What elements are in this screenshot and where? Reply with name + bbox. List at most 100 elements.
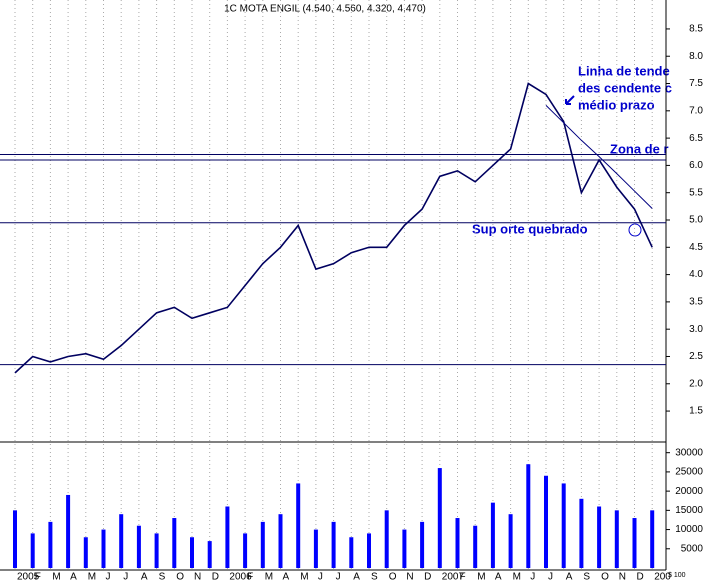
y-tick-label: 6.5 — [689, 133, 703, 144]
volume-bar — [508, 514, 513, 568]
volume-bar — [296, 483, 301, 568]
volume-bar — [597, 506, 602, 568]
volume-bar — [48, 521, 53, 568]
y-tick-label: 20000 — [675, 486, 703, 497]
x-tick-label: A — [353, 572, 360, 582]
y-tick-label: 7.5 — [689, 78, 703, 89]
y-tick-label: 4.5 — [689, 242, 703, 253]
x-tick-label: A — [70, 572, 77, 582]
x-tick-label: A — [141, 572, 148, 582]
volume-bar — [83, 537, 88, 568]
volume-bar — [66, 494, 71, 568]
volume-bar — [420, 521, 425, 568]
volume-bar — [367, 533, 371, 568]
volume-bar — [154, 533, 159, 568]
volume-unit: $ 100 — [668, 572, 686, 579]
x-tick-label: O — [601, 572, 609, 582]
x-tick-label: S — [159, 572, 166, 582]
y-tick-label: 25000 — [675, 467, 703, 478]
x-tick-label: F — [35, 572, 41, 582]
x-tick-label: A — [495, 572, 502, 582]
volume-bar — [225, 506, 230, 568]
x-tick-label: 2005 — [17, 572, 40, 582]
volume-bar — [473, 525, 478, 568]
volume-bar — [190, 537, 194, 568]
y-tick-label: 4.0 — [689, 269, 703, 280]
volume-bar — [437, 468, 442, 568]
volume-bar — [172, 518, 177, 568]
volume-bar — [650, 510, 655, 568]
volume-bar — [207, 541, 212, 568]
x-tick-label: O — [176, 572, 184, 582]
volume-bar — [490, 502, 495, 568]
volume-bar — [30, 533, 35, 568]
price-line — [14, 82, 653, 374]
x-tick-label: M — [88, 572, 96, 582]
y-tick-label: 8.5 — [689, 24, 703, 35]
y-tick-label: 5000 — [681, 543, 704, 554]
x-tick-label: M — [300, 572, 308, 582]
volume-bar — [349, 537, 354, 568]
x-tick-label: N — [406, 572, 413, 582]
y-tick-label: 1.5 — [689, 406, 703, 417]
chart-title: 1C MOTA ENGIL (4.540, 4.560, 4.320, 4.47… — [224, 4, 426, 15]
x-tick-label: M — [265, 572, 273, 582]
x-tick-label: F — [460, 572, 466, 582]
volume-bar — [119, 514, 124, 568]
x-tick-label: O — [389, 572, 397, 582]
y-tick-label: 15000 — [675, 505, 703, 516]
y-tick-label: 3.0 — [689, 324, 703, 335]
x-tick-label: D — [424, 572, 431, 582]
volume-bar — [579, 498, 584, 568]
x-tick-label: S — [583, 572, 590, 582]
x-tick-label: D — [637, 572, 644, 582]
volume-bar — [384, 510, 389, 568]
x-tick-label: M — [52, 572, 60, 582]
volume-bar — [614, 510, 619, 568]
y-tick-label: 5.0 — [689, 215, 703, 226]
volume-bar — [136, 525, 141, 568]
annotation: des cendente c — [578, 80, 672, 95]
x-tick-label: M — [477, 572, 485, 582]
volume-bar — [455, 518, 460, 568]
volume-bar — [278, 514, 283, 568]
volume-bar — [101, 529, 106, 568]
x-tick-label: J — [318, 572, 323, 582]
x-tick-label: D — [212, 572, 219, 582]
x-tick-label: J — [530, 572, 535, 582]
arrow — [565, 95, 575, 105]
x-tick-label: A — [283, 572, 290, 582]
x-tick-label: N — [619, 572, 626, 582]
y-tick-label: 2.5 — [689, 351, 703, 362]
x-tick-label: J — [336, 572, 341, 582]
x-tick-label: 200 — [654, 572, 671, 582]
trend-line — [545, 105, 653, 209]
x-tick-label: 2007 — [442, 572, 465, 582]
y-tick-label: 5.5 — [689, 187, 703, 198]
x-tick-label: M — [513, 572, 521, 582]
y-tick-label: 6.0 — [689, 160, 703, 171]
volume-bar — [561, 483, 566, 568]
volume-bar — [243, 533, 248, 568]
volume-bar — [313, 529, 318, 568]
x-tick-label: A — [566, 572, 573, 582]
volume-bar — [544, 475, 548, 568]
volume-bar — [331, 521, 336, 568]
annotation: Zona de r — [610, 141, 669, 156]
x-tick-label: N — [194, 572, 201, 582]
volume-bar — [632, 518, 637, 568]
annotation: Linha de tende — [578, 63, 670, 78]
x-tick-label: J — [123, 572, 128, 582]
y-tick-label: 3.5 — [689, 297, 703, 308]
x-tick-label: J — [106, 572, 111, 582]
x-tick-label: S — [371, 572, 378, 582]
x-tick-label: J — [548, 572, 553, 582]
y-tick-label: 2.0 — [689, 378, 703, 389]
volume-bar — [260, 521, 265, 568]
y-tick-label: 30000 — [675, 447, 703, 458]
volume-bar — [526, 464, 531, 568]
y-tick-label: 10000 — [675, 524, 703, 535]
x-tick-label: 2006 — [229, 572, 252, 582]
